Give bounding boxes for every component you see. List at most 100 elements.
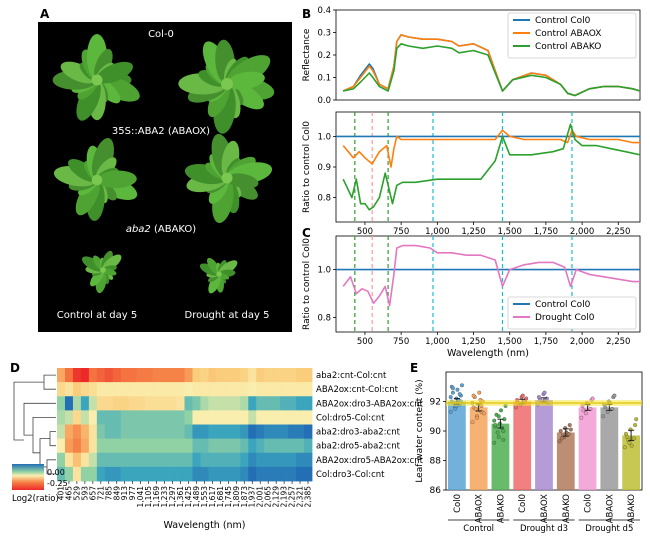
heatmap-cell (64, 438, 74, 454)
heatmap-cell (264, 410, 273, 425)
chart-ratio-b: 0.8 0.9 1.0 500 750 1,000 1,250 1,500 1,750 2,000… (302, 111, 641, 249)
heatmap-cell (120, 396, 130, 411)
heatmap-cell (176, 368, 185, 383)
data-point (514, 405, 518, 410)
rosette (184, 133, 273, 223)
heatmap-cell (160, 438, 169, 454)
heatmap-cell (144, 410, 154, 425)
heatmap-cell (248, 452, 257, 468)
heatmap-cell (256, 410, 265, 425)
heatmap-cell (57, 396, 66, 411)
data-point (496, 414, 501, 419)
data-point (499, 408, 503, 413)
heatmap-cell (208, 466, 217, 482)
heatmap-cell (200, 452, 209, 468)
y-tick-label: 1.0 (317, 266, 331, 276)
x-tick-label: 849 (112, 486, 121, 501)
data-point (567, 423, 572, 428)
heatmap-cell (184, 438, 193, 454)
x-tick-label: 2,250 (606, 227, 630, 237)
data-point (492, 440, 497, 445)
heatmap-cell (144, 438, 154, 454)
heatmap-cell (120, 368, 130, 383)
heatmap-cell (160, 410, 169, 425)
heatmap-cell (88, 396, 98, 411)
x-tick-label: 750 (393, 337, 409, 347)
data-point (603, 405, 608, 410)
category-label: ABAKO (627, 494, 637, 524)
heatmap-cell (272, 410, 281, 425)
legend-label: Control Col0 (535, 16, 591, 26)
bar (469, 407, 488, 490)
bar (513, 401, 532, 490)
heatmap-cell (88, 368, 98, 383)
heatmap-cell (168, 452, 177, 468)
heatmap-cell (240, 424, 249, 440)
heatmap-cell (64, 452, 74, 468)
category-label: ABAOX (475, 494, 485, 523)
heatmap-cell (80, 452, 90, 468)
row-label: Col:dro5-Col:cnt (316, 413, 385, 423)
panel-a-photo: Col-0 35S::ABA2 (ABAOX) aba2 (ABAKO) Con… (38, 22, 292, 332)
data-point (497, 421, 502, 426)
rosette (53, 137, 138, 221)
dendrogram-branch (43, 374, 56, 390)
rosette (199, 257, 238, 294)
category-label: Col0 (453, 494, 463, 513)
rosette-center (221, 78, 233, 90)
heatmap-cell (296, 438, 305, 454)
heatmap-cell (104, 410, 114, 425)
heatmap-cell (128, 438, 138, 454)
x-tick-label: 593 (80, 486, 89, 501)
data-point (601, 414, 606, 419)
heatmap-cell (152, 466, 161, 482)
y-tick-label: 0.8 (317, 194, 331, 204)
x-tick-label: 1,000 (425, 337, 449, 347)
heatmap-cell (240, 396, 249, 411)
x-tick-label: 2,129 (272, 486, 281, 508)
heatmap-cell (128, 396, 138, 411)
heatmap-cell (224, 396, 233, 411)
heatmap-cell (240, 368, 249, 383)
rosette-center (91, 174, 103, 186)
heatmap-cell (136, 382, 146, 397)
chart-reflectance: 0.0 0.1 0.2 0.3 0.4 Reflectance Control Col0 Co… (302, 6, 641, 106)
data-point (628, 427, 633, 432)
heatmap-cell (304, 438, 313, 454)
x-tick-label: 1,681 (216, 486, 225, 508)
data-point (633, 423, 638, 428)
heatmap-cell (280, 424, 289, 440)
rosette-center (91, 74, 103, 86)
heatmap-cell (280, 410, 289, 425)
heatmap-cell (88, 382, 98, 397)
y-axis-label: Reflectance (302, 28, 312, 81)
category-label: ABAKO (562, 494, 572, 524)
heatmap-cell (264, 438, 273, 454)
heatmap-cell (288, 368, 297, 383)
panel-letter-d: D (10, 361, 20, 375)
x-tick-label: 1,937 (248, 486, 257, 508)
x-tick-label: 1,361 (176, 486, 185, 508)
data-point (460, 383, 464, 388)
heatmap-cell (144, 382, 154, 397)
label-abako-rest: (ABAKO) (151, 224, 197, 235)
data-point (495, 430, 500, 435)
panel-letter-a: A (40, 7, 50, 21)
data-point (520, 393, 525, 398)
heatmap-cell (200, 382, 209, 397)
heatmap-cell (304, 424, 313, 440)
heatmap-cell (128, 424, 138, 440)
heatmap-cell (57, 466, 66, 482)
x-tick-label: 2,385 (304, 486, 313, 508)
heatmap-cell (104, 396, 114, 411)
leaf (96, 61, 133, 84)
x-tick-label: 1,745 (224, 486, 233, 508)
heatmap-cell (256, 452, 265, 468)
dendrogram-branch (39, 438, 50, 468)
heatmap-cell (288, 382, 297, 397)
heatmap-cell (144, 368, 154, 383)
heatmap-cell (128, 382, 138, 397)
heatmap-cell (216, 438, 225, 454)
heatmap-cell (192, 466, 201, 482)
heatmap-cell (184, 466, 193, 482)
